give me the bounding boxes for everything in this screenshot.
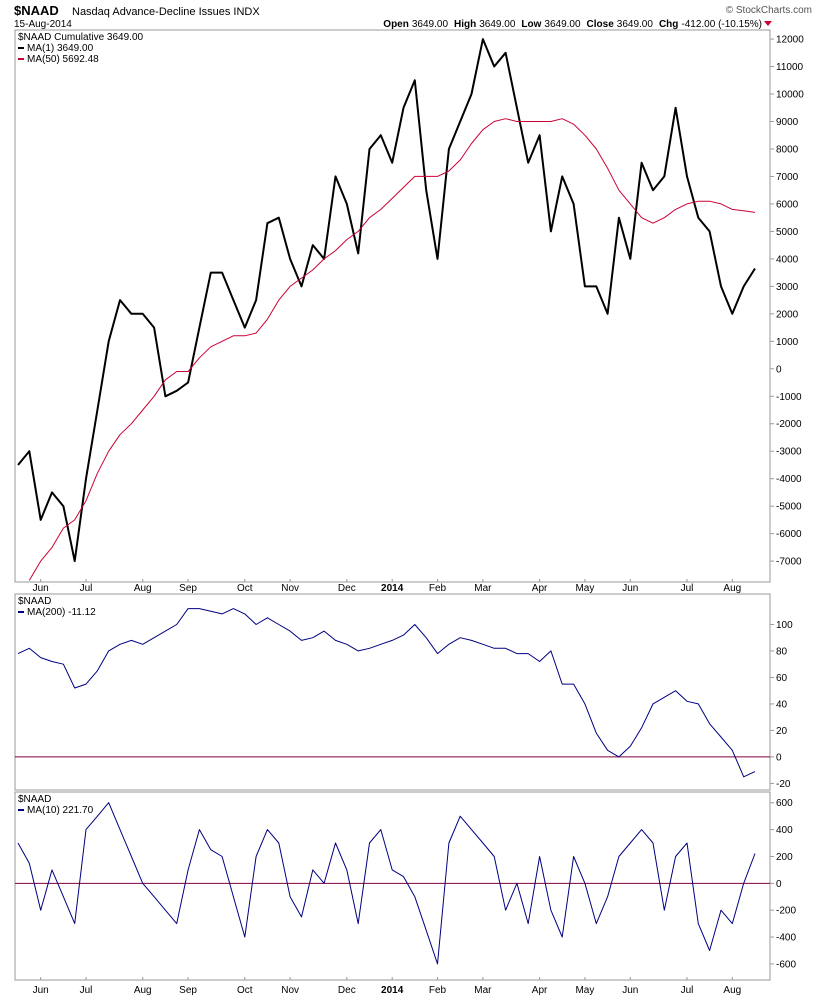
y-tick-label: -3000 <box>776 447 802 458</box>
y-tick-label: 7000 <box>776 172 799 183</box>
stat-value: 3649.00 <box>479 19 516 30</box>
x-tick-label: Dec <box>338 583 356 594</box>
plot-frame <box>14 593 771 791</box>
y-tick-label: 200 <box>776 852 793 863</box>
x-tick-label: Nov <box>281 985 299 996</box>
legend-entry: MA(1) 3649.00 <box>27 43 94 54</box>
y-tick-label: -2000 <box>776 419 802 430</box>
series-line <box>17 38 756 563</box>
stat-label: Chg <box>659 19 678 30</box>
x-tick-label: Feb <box>429 583 447 594</box>
x-tick-label: Feb <box>429 985 447 996</box>
stat-label: Close <box>587 19 615 30</box>
y-tick-label: 6000 <box>776 199 799 210</box>
x-tick-label: Apr <box>532 985 548 996</box>
x-tick-label: Oct <box>237 985 253 996</box>
y-tick-label: 60 <box>776 673 788 684</box>
stat-value: 3649.00 <box>412 19 449 30</box>
y-tick-label: -6000 <box>776 529 802 540</box>
x-tick-label: May <box>575 583 594 594</box>
y-tick-label: 100 <box>776 620 793 631</box>
stat-value: -412.00 (-10.15%) <box>681 19 762 30</box>
x-tick-label: Aug <box>723 985 741 996</box>
panel-label: $NAAD <box>18 794 51 805</box>
y-tick-label: 600 <box>776 798 793 809</box>
x-tick-label: Aug <box>134 985 152 996</box>
x-tick-label: Dec <box>338 985 356 996</box>
y-tick-label: -600 <box>776 959 796 970</box>
x-tick-label: Jul <box>681 985 694 996</box>
x-tick-label: Jun <box>622 985 638 996</box>
y-tick-label: -400 <box>776 933 796 944</box>
y-tick-label: 40 <box>776 699 788 710</box>
symbol: $NAAD <box>14 3 59 18</box>
stat-label: Open <box>383 19 409 30</box>
y-tick-label: 2000 <box>776 309 799 320</box>
y-tick-label: 0 <box>776 752 782 763</box>
x-tick-label: Jun <box>622 583 638 594</box>
x-tick-label: Apr <box>532 583 548 594</box>
y-tick-label: 1000 <box>776 337 799 348</box>
y-tick-label: 20 <box>776 726 788 737</box>
watermark: © StockCharts.com <box>726 5 812 16</box>
series-line <box>17 608 756 778</box>
y-tick-label: 4000 <box>776 254 799 265</box>
y-tick-label: -7000 <box>776 557 802 568</box>
x-tick-label: Aug <box>723 583 741 594</box>
y-tick-label: -1000 <box>776 392 802 403</box>
x-tick-label: Jun <box>33 583 49 594</box>
series-line <box>28 118 756 581</box>
x-tick-label: Aug <box>134 583 152 594</box>
stat-value: 3649.00 <box>617 19 654 30</box>
y-tick-label: 0 <box>776 879 782 890</box>
price-stats: Open 3649.00 High 3649.00 Low 3649.00 Close 364… <box>383 19 762 30</box>
x-tick-label: Mar <box>474 985 492 996</box>
panel-label: $NAAD <box>18 596 51 607</box>
panel-label: $NAAD Cumulative 3649.00 <box>18 32 144 43</box>
stat-label: High <box>454 19 476 30</box>
x-tick-label: Oct <box>237 583 253 594</box>
y-tick-label: -20 <box>776 779 791 790</box>
x-tick-label: Sep <box>179 583 197 594</box>
y-tick-label: 10000 <box>776 90 804 101</box>
x-tick-label: 2014 <box>381 583 404 594</box>
y-tick-label: 5000 <box>776 227 799 238</box>
stat-value: 3649.00 <box>544 19 581 30</box>
instrument-name: Nasdaq Advance-Decline Issues INDX <box>72 6 260 18</box>
x-tick-label: Mar <box>474 583 492 594</box>
series-line <box>17 802 756 965</box>
y-tick-label: 3000 <box>776 282 799 293</box>
x-tick-label: Jul <box>681 583 694 594</box>
x-tick-label: Jul <box>80 583 93 594</box>
x-tick-label: May <box>575 985 594 996</box>
x-tick-label: Jul <box>80 985 93 996</box>
y-tick-label: 400 <box>776 825 793 836</box>
x-tick-label: Sep <box>179 985 197 996</box>
y-tick-label: -4000 <box>776 474 802 485</box>
y-tick-label: 9000 <box>776 117 799 128</box>
y-tick-label: 12000 <box>776 35 804 46</box>
legend-entry: MA(200) -11.12 <box>27 607 96 618</box>
x-tick-label: Jun <box>33 985 49 996</box>
legend-entry: MA(10) 221.70 <box>27 805 94 816</box>
y-tick-label: 11000 <box>776 62 804 73</box>
down-arrow <box>764 21 772 26</box>
stat-label: Low <box>521 19 541 30</box>
x-tick-label: 2014 <box>381 985 404 996</box>
y-tick-label: 8000 <box>776 144 799 155</box>
y-tick-label: -5000 <box>776 502 802 513</box>
y-tick-label: -200 <box>776 906 796 917</box>
date: 15-Aug-2014 <box>14 19 72 30</box>
y-tick-label: 0 <box>776 364 782 375</box>
legend-entry: MA(50) 5692.48 <box>27 54 99 65</box>
y-tick-label: 80 <box>776 646 788 657</box>
x-tick-label: Nov <box>281 583 299 594</box>
